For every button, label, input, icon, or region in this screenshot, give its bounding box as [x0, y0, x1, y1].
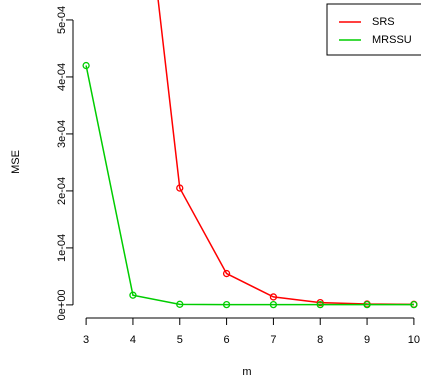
legend-label: MRSSU [372, 34, 412, 46]
x-tick-label: 4 [130, 334, 136, 346]
data-point [82, 61, 90, 70]
data-point [129, 291, 137, 299]
data-point [269, 293, 278, 301]
y-tick-label: 5e-04 [56, 6, 68, 34]
data-point [410, 300, 418, 309]
x-tick-label: 8 [317, 334, 323, 346]
data-point [176, 300, 184, 308]
y-tick-label: 1e-04 [56, 234, 68, 262]
y-tick-label: 0e+00 [56, 289, 68, 320]
data-point [316, 300, 324, 309]
y-tick-label: 3e-04 [56, 120, 68, 148]
x-tick-label: 7 [270, 334, 276, 346]
data-point [222, 269, 231, 278]
x-tick-label: 6 [224, 334, 230, 346]
x-tick-label: 5 [177, 334, 183, 346]
x-tick-label: 10 [408, 334, 420, 346]
data-point [176, 184, 184, 192]
series-line [85, 65, 414, 306]
plot-area [82, 0, 418, 309]
data-point [222, 300, 231, 309]
legend-box [326, 3, 421, 56]
data-point [269, 300, 278, 309]
y-axis-label: MSE [10, 150, 22, 174]
x-tick-label: 9 [364, 334, 370, 346]
data-point [363, 300, 371, 309]
x-axis-label: m [242, 366, 251, 378]
y-tick-label: 4e-04 [56, 63, 68, 91]
legend-label: SRS [372, 16, 395, 28]
x-tick-label: 3 [83, 334, 89, 346]
y-tick-label: 2e-04 [56, 177, 68, 205]
